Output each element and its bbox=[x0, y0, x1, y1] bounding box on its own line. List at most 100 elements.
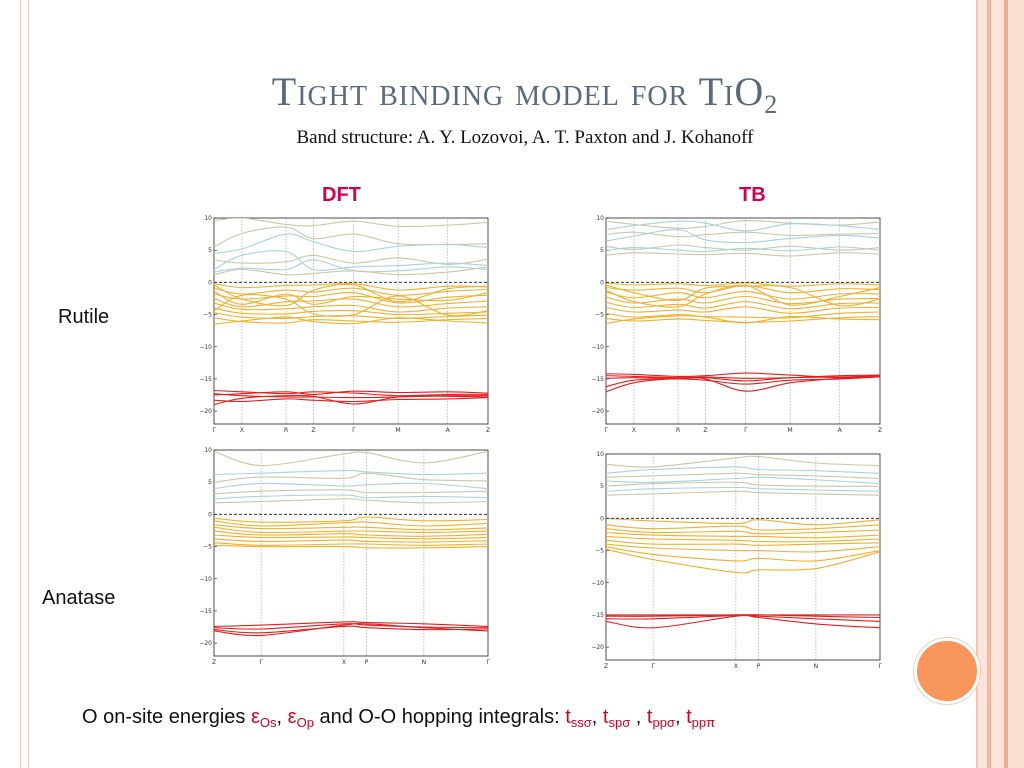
conduction-band-line bbox=[606, 481, 880, 487]
valence-band-line bbox=[606, 524, 880, 531]
conduction-band-line bbox=[214, 482, 488, 490]
valence-band-line bbox=[606, 290, 880, 300]
valence-band-line bbox=[214, 282, 488, 291]
valence-band-line bbox=[606, 517, 880, 526]
valence-band-line bbox=[214, 302, 488, 313]
x-tick-label: Z bbox=[604, 663, 608, 670]
valence-band-line bbox=[214, 316, 488, 325]
y-tick-label: −10 bbox=[591, 580, 604, 587]
valence-band-line bbox=[606, 311, 880, 319]
conduction-band-line bbox=[606, 231, 880, 238]
valence-band-line bbox=[606, 315, 880, 325]
y-tick-label: −15 bbox=[199, 376, 212, 383]
valence-band-line bbox=[214, 291, 488, 304]
y-tick-label: 0 bbox=[208, 279, 212, 286]
chart-anatase-dft: Z Γ X P N Γ 10 5 0 −5 −10 −15 −20 bbox=[199, 447, 490, 666]
epsilon-symbol: ε bbox=[287, 706, 297, 728]
valence-band-line bbox=[606, 285, 880, 294]
y-tick-label: 5 bbox=[208, 247, 212, 254]
footer-sep: , bbox=[630, 706, 647, 728]
x-tick-label: P bbox=[757, 663, 761, 670]
x-tick-label: R bbox=[284, 427, 288, 434]
x-tick-label: Z bbox=[878, 427, 882, 434]
valence-band-line bbox=[606, 284, 880, 307]
x-tick-label: Γ bbox=[878, 663, 882, 670]
t-sps: tspσ bbox=[602, 706, 631, 730]
y-tick-label: −5 bbox=[595, 548, 604, 555]
valence-band-line bbox=[214, 297, 488, 308]
o2s-band-line bbox=[214, 622, 488, 637]
valence-band-line bbox=[606, 531, 880, 539]
y-tick-label: −5 bbox=[595, 312, 604, 319]
x-tick-label: P bbox=[365, 659, 369, 666]
x-tick-label: X bbox=[734, 663, 738, 670]
t-letter: t bbox=[686, 706, 692, 728]
y-tick-label: −20 bbox=[199, 640, 212, 647]
footer-middle: and O-O hopping integrals: bbox=[313, 706, 566, 728]
conduction-band-line bbox=[214, 259, 488, 273]
conduction-band-line bbox=[606, 455, 880, 468]
op-subscript: Op bbox=[296, 715, 314, 730]
y-tick-label: 0 bbox=[600, 515, 604, 522]
t-pps: tppσ bbox=[647, 706, 675, 730]
conduction-band-line bbox=[214, 472, 488, 483]
pps-subscript: ppσ bbox=[652, 715, 675, 730]
valence-band-line bbox=[214, 283, 488, 307]
valence-band-line bbox=[214, 526, 488, 534]
y-tick-label: −15 bbox=[591, 376, 604, 383]
o2s-band-line bbox=[606, 614, 880, 619]
valence-band-line bbox=[606, 548, 880, 574]
x-tick-label: Z bbox=[486, 427, 490, 434]
x-tick-label: Γ bbox=[744, 427, 748, 434]
valence-band-line bbox=[214, 294, 488, 317]
y-tick-label: −10 bbox=[199, 576, 212, 583]
left-border-decoration bbox=[0, 0, 29, 768]
plot-frame bbox=[213, 217, 489, 425]
conduction-band-line bbox=[214, 470, 488, 476]
conduction-band-line bbox=[214, 489, 488, 495]
y-tick-label: −20 bbox=[591, 644, 604, 651]
valence-band-line bbox=[606, 543, 880, 553]
o2s-band-line bbox=[606, 374, 880, 379]
y-tick-label: −20 bbox=[199, 408, 212, 415]
x-tick-label: X bbox=[240, 427, 244, 434]
conduction-band-line bbox=[214, 266, 488, 276]
footer-prefix: O on-site energies bbox=[82, 706, 251, 728]
y-tick-label: 5 bbox=[600, 247, 604, 254]
epsilon-op: εOp bbox=[287, 706, 314, 730]
t-sss: tssσ bbox=[565, 706, 592, 730]
y-tick-label: −5 bbox=[203, 312, 212, 319]
y-tick-label: −10 bbox=[591, 344, 604, 351]
plot-frame bbox=[213, 449, 489, 657]
y-tick-label: 10 bbox=[596, 215, 604, 222]
conduction-band-line bbox=[606, 476, 880, 485]
y-tick-label: −10 bbox=[199, 344, 212, 351]
sps-subscript: spσ bbox=[608, 715, 631, 730]
band-lines bbox=[214, 450, 488, 637]
x-tick-label: N bbox=[422, 659, 427, 666]
valence-band-line bbox=[214, 287, 488, 296]
y-tick-label: −20 bbox=[591, 408, 604, 415]
o2s-band-line bbox=[214, 389, 488, 397]
column-heading-tb: TB bbox=[739, 184, 766, 206]
valence-band-line bbox=[214, 307, 488, 316]
x-tick-label: Γ bbox=[486, 659, 490, 666]
conduction-band-line bbox=[214, 254, 488, 265]
x-tick-label: Γ bbox=[259, 659, 263, 666]
y-tick-label: −15 bbox=[591, 612, 604, 619]
footer-comma: , bbox=[276, 706, 288, 728]
o2s-band-line bbox=[214, 625, 488, 634]
valence-band-line bbox=[606, 315, 880, 323]
t-letter: t bbox=[602, 706, 609, 728]
valence-band-line bbox=[214, 544, 488, 549]
column-heading-dft: DFT bbox=[322, 184, 361, 206]
x-tick-label: A bbox=[838, 427, 843, 434]
valence-band-line bbox=[214, 290, 488, 305]
y-tick-label: 0 bbox=[208, 511, 212, 518]
chart-anatase-tb: Z Γ X P N Γ 10 5 0 −5 −10 −15 −20 bbox=[591, 451, 882, 670]
right-stripe-decoration bbox=[972, 0, 1024, 768]
band-lines bbox=[606, 219, 880, 393]
x-tick-label: X bbox=[632, 427, 636, 434]
conduction-band-line bbox=[606, 246, 880, 253]
conduction-band-line bbox=[214, 233, 488, 254]
